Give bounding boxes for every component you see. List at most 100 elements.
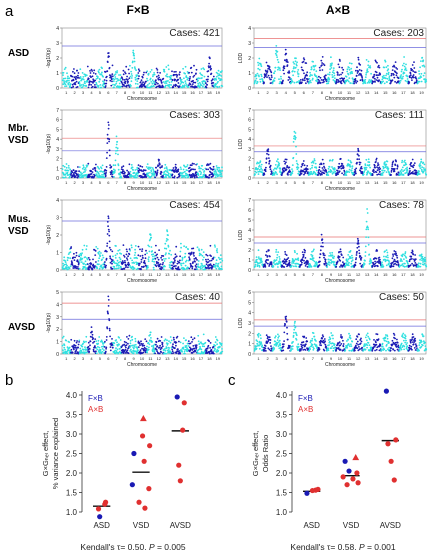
snp-point <box>182 342 185 345</box>
snp-point <box>358 245 360 248</box>
snp-point <box>179 166 182 169</box>
snp-point <box>127 352 130 355</box>
snp-point <box>106 151 108 154</box>
snp-point <box>116 252 119 255</box>
snp-point <box>296 71 299 73</box>
snp-point <box>272 169 275 171</box>
snp-point <box>203 75 206 78</box>
y-axis-label: -log10(p) <box>46 48 52 68</box>
chromosome-tick-label: 6 <box>303 272 306 277</box>
snp-point <box>169 86 171 89</box>
snp-point <box>194 168 196 171</box>
snp-point <box>73 72 76 75</box>
snp-point <box>313 158 316 160</box>
snp-point <box>172 167 175 169</box>
y-tick-label: 1 <box>56 166 59 172</box>
snp-point <box>107 295 110 298</box>
snp-point <box>119 74 122 76</box>
snp-point <box>196 268 199 271</box>
snp-point <box>391 69 394 71</box>
snp-point <box>152 266 155 269</box>
snp-point <box>214 264 217 267</box>
snp-point <box>199 72 202 75</box>
snp-point <box>394 251 397 253</box>
snp-point <box>79 76 82 78</box>
snp-point <box>285 320 288 323</box>
snp-point <box>83 244 86 247</box>
y-axis-label: -log10(p) <box>46 134 52 154</box>
snp-point <box>397 77 400 80</box>
snp-point <box>405 163 408 166</box>
snp-point <box>406 168 409 171</box>
snp-point <box>255 256 258 258</box>
snp-point <box>265 261 268 264</box>
snp-point <box>82 176 84 179</box>
snp-point <box>295 57 297 60</box>
x-axis-label: Chromosome <box>325 186 355 192</box>
snp-point <box>63 256 66 259</box>
snp-point <box>402 75 404 78</box>
snp-point <box>207 344 210 347</box>
snp-point <box>68 346 71 349</box>
snp-point <box>91 171 94 174</box>
snp-point <box>75 75 77 78</box>
chromosome-tick-label: 6 <box>303 356 306 361</box>
snp-point <box>212 75 215 78</box>
snp-point <box>218 85 221 88</box>
snp-point <box>303 251 306 254</box>
chromosome-tick-label: 18 <box>410 356 415 361</box>
snp-point <box>147 72 150 75</box>
snp-point <box>291 345 294 348</box>
snp-point <box>79 68 82 71</box>
snp-point <box>327 80 330 83</box>
snp-point <box>381 261 383 264</box>
snp-point <box>114 76 117 78</box>
snp-point <box>328 261 331 264</box>
snp-point <box>148 245 151 248</box>
snp-point <box>279 167 282 170</box>
chromosome-tick-label: 3 <box>276 180 279 185</box>
snp-point <box>419 163 421 165</box>
snp-point <box>270 78 272 81</box>
snp-point <box>125 264 128 267</box>
snp-point <box>113 176 115 178</box>
snp-point <box>81 248 84 251</box>
chromosome-tick-label: 14 <box>374 356 379 361</box>
chromosome-tick-label: 11 <box>347 272 352 277</box>
snp-point <box>75 346 77 349</box>
snp-point <box>393 76 396 79</box>
snp-point <box>266 70 269 72</box>
snp-point <box>91 75 94 78</box>
snp-point <box>133 66 136 69</box>
snp-point <box>105 336 108 338</box>
snp-point <box>421 56 424 59</box>
snp-point <box>336 260 339 263</box>
snp-point <box>265 157 268 160</box>
chromosome-tick-label: 1 <box>257 180 260 185</box>
snp-point <box>106 233 109 235</box>
snp-point <box>184 176 187 179</box>
y-tick-label: 5 <box>56 127 59 133</box>
chromosome-tick-label: 10 <box>140 272 145 277</box>
snp-point <box>339 77 342 80</box>
snp-point <box>190 336 193 339</box>
snp-point <box>275 45 278 47</box>
snp-point <box>276 254 279 256</box>
snp-point <box>153 260 156 263</box>
snp-point <box>83 262 85 265</box>
snp-point <box>111 338 113 340</box>
snp-point <box>125 78 128 81</box>
snp-point <box>400 76 402 78</box>
snp-point <box>123 85 126 87</box>
column-title-ab: A×B <box>326 3 351 17</box>
cases-label: Cases: 111 <box>375 110 425 121</box>
snp-point <box>139 255 142 257</box>
snp-point <box>148 82 151 85</box>
snp-point <box>269 255 271 258</box>
snp-point <box>118 74 120 76</box>
snp-point <box>218 166 221 169</box>
snp-point <box>69 251 72 254</box>
snp-point <box>83 341 86 344</box>
snp-point <box>273 347 276 350</box>
snp-point <box>313 260 316 263</box>
